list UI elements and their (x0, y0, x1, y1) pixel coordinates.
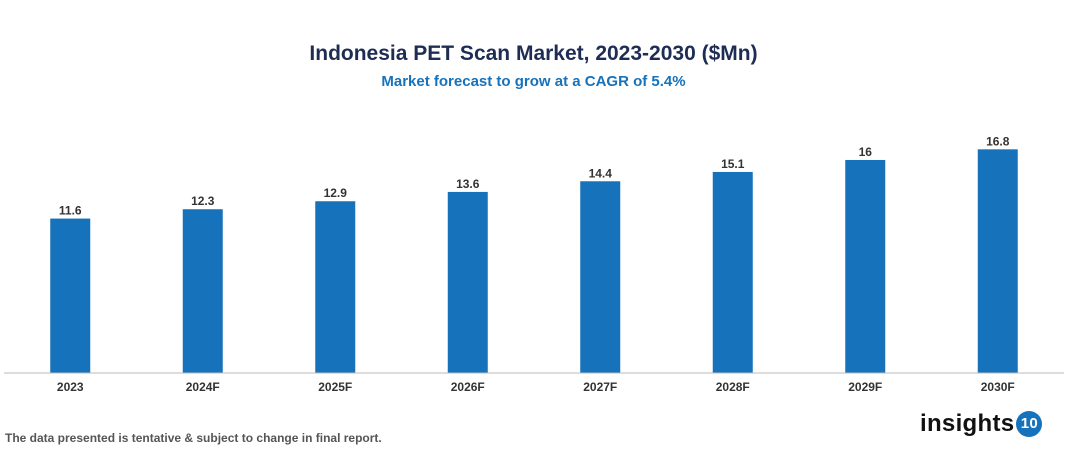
x-tick-label: 2029F (848, 380, 882, 394)
data-label: 13.6 (456, 177, 480, 191)
bar (977, 149, 1018, 373)
x-tick-label: 2028F (716, 380, 750, 394)
bar (315, 201, 356, 373)
chart-subtitle: Market forecast to grow at a CAGR of 5.4… (381, 73, 686, 90)
bar (182, 209, 223, 373)
bar (712, 171, 753, 373)
bar (447, 191, 488, 373)
bar (580, 181, 621, 373)
bar (845, 159, 886, 373)
insights10-logo: insights 10 (920, 410, 1043, 438)
data-label: 12.9 (324, 186, 348, 200)
x-tick-label: 2025F (318, 380, 352, 394)
data-label: 16.8 (986, 134, 1010, 148)
logo-badge: 10 (1016, 411, 1043, 437)
x-tick-label: 2024F (186, 380, 220, 394)
data-label: 14.4 (589, 166, 613, 180)
x-tick-label: 2023 (57, 380, 84, 394)
data-label: 16 (859, 145, 873, 159)
chart-title: Indonesia PET Scan Market, 2023-2030 ($M… (309, 42, 758, 65)
data-label: 12.3 (191, 194, 215, 208)
data-label: 11.6 (59, 204, 82, 218)
x-tick-label: 2030F (981, 380, 1015, 394)
disclaimer-note: The data presented is tentative & subjec… (5, 431, 382, 445)
logo-text: insights (920, 410, 1015, 437)
bar (50, 218, 91, 373)
data-label: 15.1 (721, 157, 745, 171)
x-tick-label: 2026F (451, 380, 485, 394)
x-tick-label: 2027F (583, 380, 617, 394)
